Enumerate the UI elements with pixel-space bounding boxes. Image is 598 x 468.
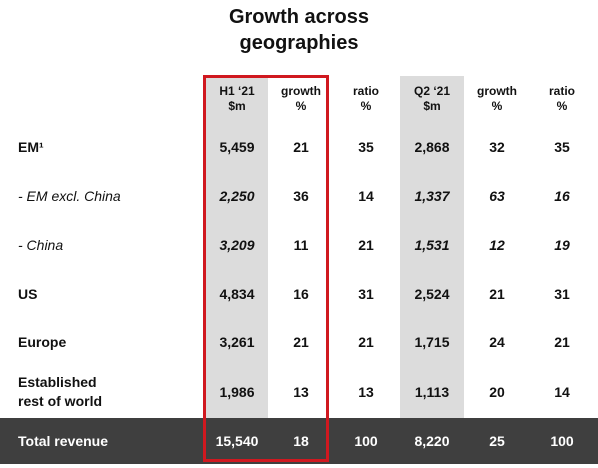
header-q2-growth: growth % (466, 84, 528, 120)
table-cell: 13 (358, 384, 374, 400)
header-q2-ratio: ratio % (532, 84, 592, 120)
title-line-2: geographies (239, 32, 359, 54)
table-cell: 1,715 (414, 334, 450, 350)
table-cell: 31 (554, 286, 570, 302)
header-q2-line1: Q2 ‘21 (413, 84, 451, 98)
table-cell: 36 (293, 188, 309, 204)
table-cell: 4,834 (219, 286, 255, 302)
table-cell: 21 (554, 334, 570, 350)
table-cell: 21 (489, 286, 505, 302)
table-cell: 3,261 (219, 334, 255, 350)
total-cell: 18 (293, 433, 309, 449)
table-cell: 16 (293, 286, 309, 302)
table-cell: 12 (489, 237, 505, 253)
header-h1: H1 ‘21 $m (206, 84, 268, 120)
header-h1-ratio-line2: % (360, 99, 372, 113)
total-cell: 8,220 (414, 433, 450, 449)
header-q2-ratio-line2: % (556, 99, 568, 113)
header-q2-ratio-line1: ratio (548, 84, 575, 98)
table-cell: 2,524 (414, 286, 450, 302)
header-q2-growth-line2: % (491, 99, 503, 113)
table-cell: 5,459 (219, 139, 255, 155)
row-label-europe: Europe (18, 334, 67, 350)
table-cell: 13 (293, 384, 309, 400)
table-cell: 3,209 (219, 237, 255, 253)
table-cell: 14 (554, 384, 570, 400)
table-cell: 1,113 (414, 384, 450, 400)
row-label-line1: Established (18, 374, 97, 390)
q2-column-shade (400, 76, 464, 418)
table-cell: 35 (358, 139, 374, 155)
table-cell: 63 (489, 188, 505, 204)
row-label-us: US (18, 286, 38, 302)
table-cell: 32 (489, 139, 505, 155)
table-cell: 35 (554, 139, 570, 155)
row-label-em: EM¹ (18, 139, 44, 155)
header-h1-ratio-line1: ratio (352, 84, 379, 98)
h1-column-shade (206, 76, 268, 418)
header-h1-ratio: ratio % (336, 84, 396, 120)
table-cell: 2,250 (219, 188, 255, 204)
table-cell: 16 (554, 188, 570, 204)
header-h1-line2: $m (228, 99, 246, 113)
header-h1-growth: growth % (270, 84, 332, 120)
header-q2-growth-line1: growth (477, 84, 517, 98)
header-h1-growth-line1: growth (281, 84, 321, 98)
table-cell: 21 (293, 139, 309, 155)
title-line-1: Growth across (228, 6, 370, 28)
row-label-established-rest-of-world: Established rest of world (18, 373, 102, 411)
row-label-em-excl-china: - EM excl. China (18, 188, 121, 204)
table-cell: 31 (358, 286, 374, 302)
table-cell: 2,868 (414, 139, 450, 155)
total-cell: 100 (354, 433, 378, 449)
total-cell: 100 (550, 433, 574, 449)
total-revenue-label: Total revenue (18, 433, 108, 449)
row-label-china: - China (18, 237, 64, 253)
table-cell: 24 (489, 334, 505, 350)
table-cell: 1,531 (414, 237, 450, 253)
total-cell: 25 (489, 433, 505, 449)
h1-highlight-box (203, 75, 329, 462)
total-cell: 15,540 (215, 433, 259, 449)
total-revenue-bar (0, 418, 598, 464)
table-cell: 11 (293, 237, 309, 253)
table-cell: 1,337 (414, 188, 450, 204)
table-cell: 21 (358, 237, 374, 253)
table-cell: 1,986 (219, 384, 255, 400)
table-cell: 21 (358, 334, 374, 350)
page-title: Growth across geographies (0, 4, 598, 56)
table-cell: 14 (358, 188, 374, 204)
header-q2: Q2 ‘21 $m (400, 84, 464, 120)
table-cell: 21 (293, 334, 309, 350)
table-cell: 20 (489, 384, 505, 400)
header-q2-line2: $m (423, 99, 441, 113)
header-h1-growth-line2: % (295, 99, 307, 113)
row-label-line2: rest of world (18, 393, 103, 409)
table-cell: 19 (554, 237, 570, 253)
header-h1-line1: H1 ‘21 (219, 84, 255, 98)
